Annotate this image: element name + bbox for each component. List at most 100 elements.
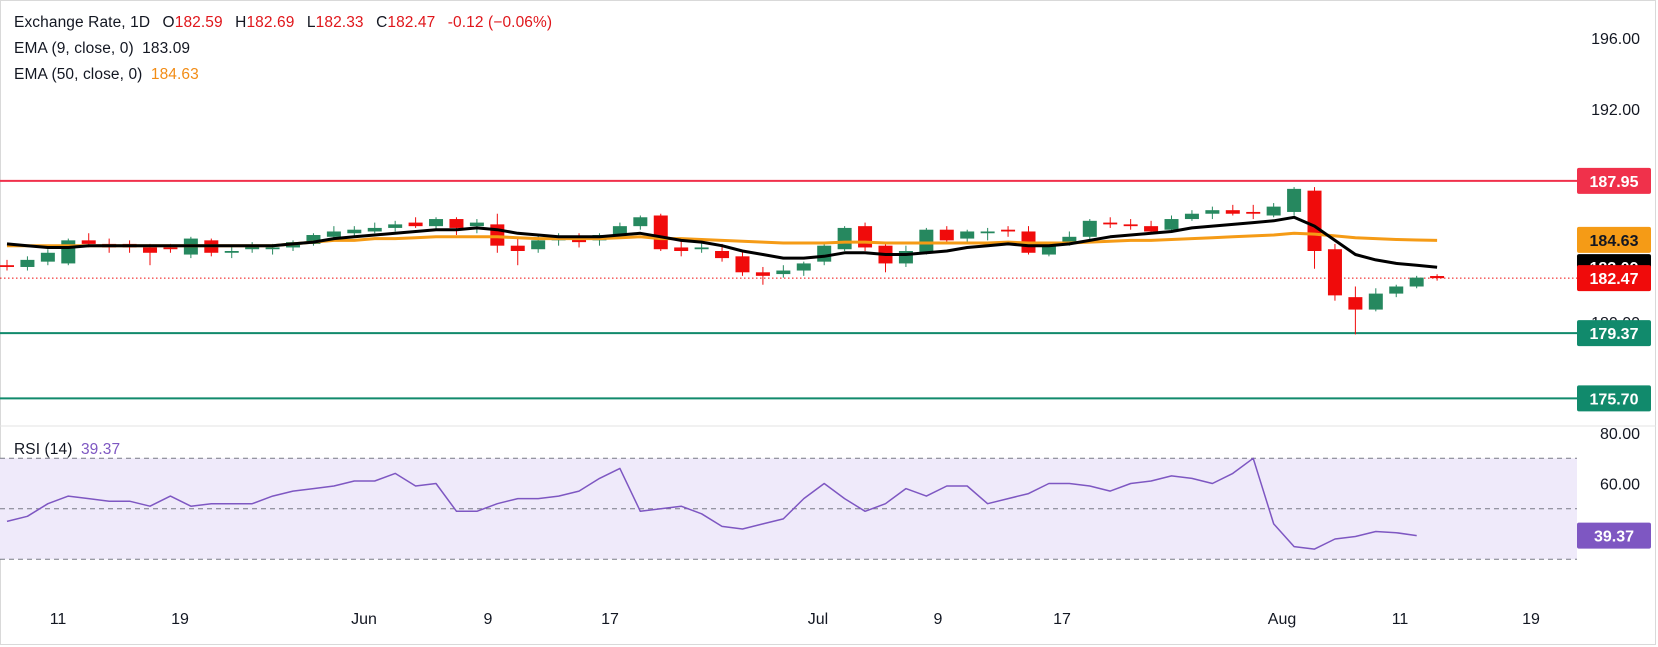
rsi-tick-label: 80.00 [1600, 426, 1640, 443]
candle-up [633, 217, 648, 227]
candle-down [1144, 226, 1159, 232]
x-tick-label: 17 [1053, 611, 1071, 628]
candle-up [1287, 188, 1302, 212]
x-tick-label: 11 [50, 611, 67, 628]
x-tick-label: 17 [601, 611, 619, 628]
candle-up [367, 227, 382, 232]
x-tick-label: Jun [351, 611, 377, 628]
candle-up [531, 240, 546, 250]
candle-down [490, 224, 505, 246]
candle-up [347, 229, 362, 234]
x-tick-label: Aug [1268, 611, 1296, 628]
candle-down [755, 272, 770, 276]
candle-up [1389, 286, 1404, 294]
candle-up [1409, 277, 1424, 287]
candle-down [572, 238, 587, 243]
candle-up [980, 231, 995, 234]
candle-up [1041, 243, 1056, 255]
candle-down [163, 247, 178, 250]
last-value-label: 182.47 [1590, 271, 1639, 288]
open-value: 182.59 [174, 14, 223, 31]
candle-up [245, 245, 260, 250]
x-tick-label: 19 [1522, 611, 1540, 628]
candle-up [388, 224, 403, 228]
candle-up [1164, 219, 1179, 230]
rsi-label: RSI (14) [14, 441, 73, 458]
candle-up [40, 252, 55, 262]
candle-up [612, 226, 627, 236]
rsi-legend: RSI (14) 39.37 [14, 441, 120, 459]
ema9-label: EMA (9, close, 0) [14, 40, 134, 57]
candle-down [81, 240, 96, 244]
candle-down [939, 229, 954, 241]
candle-down [1103, 222, 1118, 225]
candle-down [1430, 276, 1445, 279]
candle-up [20, 259, 35, 267]
price-tick-label: 192.00 [1591, 102, 1640, 119]
high-label: H [235, 14, 247, 31]
candle-down [1225, 210, 1240, 214]
candle-down [735, 256, 750, 273]
candle-up [306, 235, 321, 244]
x-tick-label: 19 [171, 611, 189, 628]
close-label: C [376, 14, 388, 31]
resistance-label-box [1577, 167, 1651, 194]
candle-down [1246, 211, 1261, 214]
last-value-box [1577, 265, 1651, 292]
ema9-line [6, 215, 1438, 269]
candle-down [1348, 297, 1363, 310]
candle-down [408, 222, 423, 227]
candle-up [1184, 213, 1199, 220]
rsi-value: 39.37 [80, 441, 121, 458]
candle-up [919, 229, 934, 253]
candle-up [796, 263, 811, 271]
support-2-label-box [1577, 385, 1651, 412]
candle-down [0, 265, 14, 267]
candle-down [1307, 190, 1322, 251]
ema50-value-box [1577, 226, 1651, 253]
rsi-line [6, 457, 1417, 550]
ema50-legend: EMA (50, close, 0) 184.63 [14, 66, 199, 84]
candle-down [715, 251, 730, 259]
low-label: L [306, 14, 316, 31]
candle-up [1368, 293, 1383, 310]
ema50-label: EMA (50, close, 0) [14, 66, 143, 83]
candle-down [653, 215, 668, 250]
candle-up [1062, 236, 1077, 243]
symbol-title: Exchange Rate, 1D [14, 14, 151, 31]
rsi-tick-label: 60.00 [1600, 477, 1640, 494]
ema50-value-label: 184.63 [1590, 233, 1639, 250]
x-tick-label: 11 [1392, 611, 1409, 628]
candle-up [1082, 220, 1097, 237]
candle-up [469, 222, 484, 227]
candle-up [429, 219, 444, 227]
candle-down [858, 226, 873, 248]
candle-down [1123, 224, 1138, 227]
candle-up [960, 231, 975, 239]
ema50-line [7, 231, 1438, 248]
candle-down [510, 245, 525, 251]
low-value: 182.33 [315, 14, 364, 31]
ohlc-legend: Exchange Rate, 1D O182.59 H182.69 L182.3… [14, 14, 552, 32]
rsi-value-label: 39.37 [1594, 529, 1634, 546]
ema9-value: 183.09 [142, 40, 191, 57]
support-1-label-box [1577, 320, 1651, 347]
open-label: O [162, 14, 175, 31]
x-tick-label: 9 [934, 611, 943, 628]
price-tick-label: 196.00 [1591, 31, 1640, 48]
ema50-value: 184.63 [150, 66, 199, 83]
candle-up [1205, 210, 1220, 214]
candle-down [674, 247, 689, 251]
change-value: -0.12 (−0.06%) [447, 14, 553, 31]
candle-up [837, 227, 852, 250]
ema9-legend: EMA (9, close, 0) 183.09 [14, 40, 190, 58]
high-value: 182.69 [246, 14, 295, 31]
candle-down [1327, 249, 1342, 296]
candle-up [265, 247, 280, 250]
candle-down [449, 219, 464, 228]
x-tick-label: Jul [808, 611, 828, 628]
candle-up [61, 240, 76, 264]
candle-down [143, 247, 158, 253]
